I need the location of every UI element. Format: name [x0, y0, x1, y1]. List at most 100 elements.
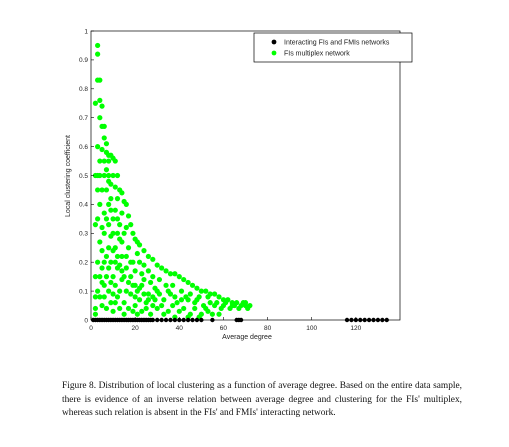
multiplex-point — [108, 207, 114, 213]
multiplex-point — [216, 311, 222, 317]
multiplex-point — [128, 291, 134, 297]
multiplex-point — [236, 305, 242, 312]
multiplex-point — [178, 297, 185, 303]
multiplex-point — [108, 300, 114, 306]
multiplex-point — [145, 268, 151, 274]
multiplex-point — [125, 305, 132, 312]
multiplex-point — [106, 222, 112, 228]
multiplex-point — [242, 300, 249, 306]
multiplex-point — [216, 294, 222, 300]
multiplex-point — [99, 302, 105, 309]
interacting-point — [366, 317, 372, 323]
interacting-point — [168, 317, 173, 323]
multiplex-point — [152, 285, 158, 291]
multiplex-point — [92, 100, 99, 106]
interacting-point — [163, 317, 169, 323]
multiplex-point — [220, 302, 227, 309]
interacting-point — [181, 317, 186, 323]
multiplex-point — [103, 141, 110, 147]
multiplex-point — [159, 302, 165, 309]
multiplex-point — [163, 282, 169, 288]
multiplex-point — [112, 207, 118, 213]
multiplex-point — [95, 42, 101, 49]
legend-box — [253, 32, 413, 63]
interacting-point — [150, 317, 155, 323]
multiplex-point — [165, 308, 171, 314]
multiplex-point — [95, 288, 101, 294]
multiplex-point — [117, 305, 123, 312]
multiplex-point — [125, 213, 132, 219]
multiplex-point — [108, 259, 114, 265]
x-tick-label: 100 — [306, 325, 317, 332]
multiplex-point — [161, 297, 167, 303]
multiplex-point — [106, 158, 112, 164]
multiplex-point — [245, 305, 251, 312]
multiplex-point — [110, 274, 116, 280]
multiplex-point — [101, 259, 107, 265]
multiplex-point — [125, 245, 132, 251]
interacting-point — [155, 317, 160, 323]
multiplex-point — [154, 305, 160, 312]
multiplex-point — [128, 222, 134, 228]
x-axis-ticks: 0 20 40 60 80 100 120 — [89, 317, 362, 332]
multiplex-point — [189, 282, 196, 288]
x-tick-label: 80 — [264, 325, 272, 332]
y-tick-label: 0 — [84, 317, 88, 324]
multiplex-point — [154, 262, 160, 268]
multiplex-point — [92, 305, 99, 312]
interacting-point — [380, 317, 385, 323]
interacting-point — [194, 317, 200, 323]
interacting-point — [384, 317, 389, 323]
multiplex-point — [123, 253, 129, 260]
multiplex-point — [205, 308, 211, 314]
multiplex-point — [119, 268, 125, 274]
multiplex-point — [194, 285, 200, 291]
multiplex-point — [112, 300, 118, 306]
multiplex-point — [110, 216, 116, 222]
multiplex-point — [172, 294, 178, 300]
multiplex-point — [114, 196, 121, 202]
multiplex-point — [106, 178, 112, 184]
multiplex-point — [172, 271, 178, 277]
legend-label-interacting: Interacting FIs and FMIs networks — [284, 40, 390, 47]
interacting-point — [199, 317, 204, 323]
multiplex-point — [108, 279, 114, 286]
legend-label-multiplex: FIs multiplex network — [284, 51, 350, 58]
multiplex-point — [99, 265, 105, 271]
multiplex-point — [141, 248, 147, 254]
multiplex-point — [161, 311, 167, 317]
multiplex-point — [123, 288, 129, 294]
multiplex-point — [147, 311, 154, 317]
plot-frame — [90, 30, 401, 321]
interacting-point — [358, 317, 363, 323]
multiplex-point — [99, 248, 105, 254]
multiplex-point — [181, 305, 187, 312]
multiplex-point — [147, 279, 154, 286]
multiplex-point — [106, 288, 112, 294]
multiplex-point — [134, 250, 140, 257]
multiplex-point — [134, 288, 140, 294]
multiplex-point — [110, 248, 116, 254]
multiplex-point — [125, 279, 132, 286]
multiplex-point — [114, 230, 121, 236]
multiplex-point — [99, 146, 105, 153]
x-tick-label: 0 — [89, 325, 93, 332]
multiplex-point — [165, 288, 171, 294]
multiplex-point — [121, 311, 127, 317]
multiplex-point — [97, 158, 103, 164]
multiplex-point — [97, 97, 103, 103]
multiplex-point — [103, 274, 110, 280]
multiplex-point — [119, 190, 125, 196]
multiplex-point — [130, 282, 136, 288]
multiplex-point — [150, 302, 156, 309]
x-axis-label: Average degree — [222, 334, 272, 341]
y-tick-label: 0.2 — [79, 260, 88, 267]
interacting-point — [362, 317, 367, 323]
interacting-point — [344, 317, 350, 323]
multiplex-point — [121, 300, 127, 306]
multiplex-point — [176, 308, 182, 314]
multiplex-point — [99, 187, 105, 193]
multiplex-point — [170, 302, 176, 309]
multiplex-point — [103, 305, 110, 312]
multiplex-point — [101, 294, 107, 300]
